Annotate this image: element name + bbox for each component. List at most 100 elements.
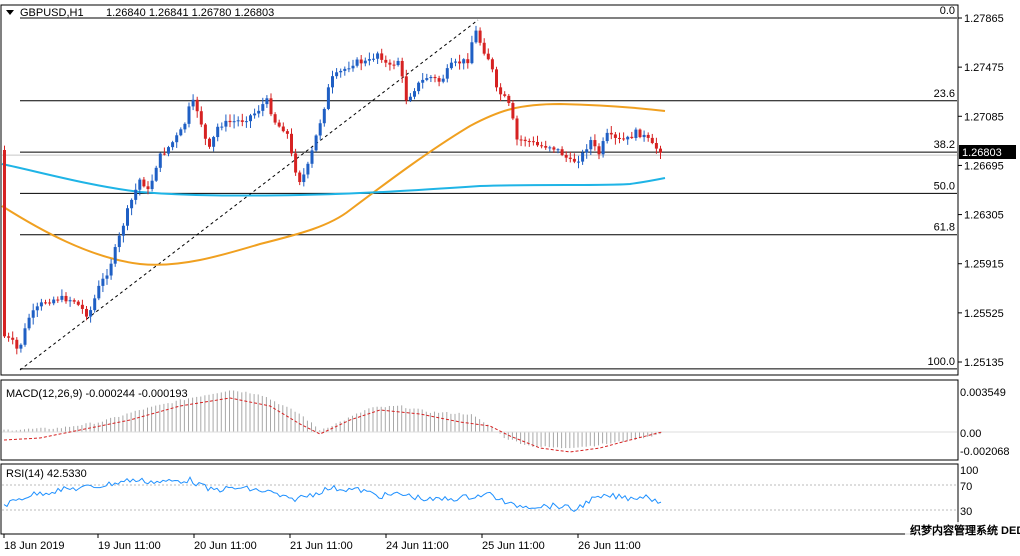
main-chart-panel[interactable]	[0, 4, 959, 376]
candle-body[interactable]	[646, 134, 650, 138]
candle-body[interactable]	[474, 30, 478, 43]
candle-body[interactable]	[15, 339, 19, 349]
candle-body[interactable]	[121, 225, 125, 236]
candle-body[interactable]	[101, 278, 105, 286]
candle-body[interactable]	[208, 138, 211, 147]
candle-body[interactable]	[298, 172, 302, 183]
candle-body[interactable]	[257, 110, 261, 114]
candle-body[interactable]	[548, 147, 552, 149]
candle-body[interactable]	[3, 150, 6, 337]
candle-body[interactable]	[322, 108, 326, 124]
candle-body[interactable]	[109, 263, 113, 276]
candle-body[interactable]	[659, 148, 662, 153]
candle-body[interactable]	[56, 299, 60, 301]
candle-body[interactable]	[191, 99, 195, 107]
candle-body[interactable]	[359, 59, 363, 64]
candle-body[interactable]	[52, 299, 56, 304]
candle-body[interactable]	[331, 76, 334, 88]
candle-body[interactable]	[486, 53, 490, 60]
candle-body[interactable]	[482, 42, 486, 54]
candle-body[interactable]	[277, 122, 281, 127]
candle-body[interactable]	[454, 61, 457, 63]
candle-body[interactable]	[581, 152, 585, 162]
candle-body[interactable]	[499, 87, 503, 95]
candle-body[interactable]	[638, 129, 642, 138]
candle-body[interactable]	[515, 118, 519, 140]
candle-body[interactable]	[113, 247, 117, 264]
candle-body[interactable]	[216, 126, 220, 138]
candle-body[interactable]	[310, 150, 314, 164]
candle-body[interactable]	[162, 153, 166, 155]
candle-body[interactable]	[511, 103, 515, 119]
candle-body[interactable]	[302, 174, 306, 183]
candle-body[interactable]	[572, 158, 576, 162]
candle-body[interactable]	[27, 317, 31, 329]
candle-body[interactable]	[294, 153, 298, 173]
candle-body[interactable]	[593, 140, 597, 147]
candle-body[interactable]	[577, 161, 580, 163]
candle-body[interactable]	[536, 141, 539, 146]
candle-body[interactable]	[642, 134, 646, 138]
candle-body[interactable]	[244, 121, 248, 123]
candle-body[interactable]	[630, 136, 634, 138]
candle-body[interactable]	[281, 126, 285, 132]
candle-body[interactable]	[85, 308, 88, 317]
candle-body[interactable]	[269, 98, 273, 115]
candle-body[interactable]	[48, 302, 52, 304]
candle-body[interactable]	[154, 167, 158, 181]
candle-body[interactable]	[351, 65, 355, 69]
candle-body[interactable]	[544, 145, 548, 148]
candle-body[interactable]	[556, 149, 560, 151]
candle-body[interactable]	[507, 95, 511, 104]
candle-body[interactable]	[392, 64, 396, 66]
candlestick-series[interactable]	[3, 25, 662, 355]
candle-body[interactable]	[290, 133, 293, 154]
candle-body[interactable]	[261, 104, 265, 111]
candle-body[interactable]	[618, 137, 621, 139]
candle-body[interactable]	[552, 147, 556, 150]
candle-body[interactable]	[179, 129, 183, 136]
candle-body[interactable]	[134, 189, 138, 200]
candle-body[interactable]	[462, 59, 466, 64]
candle-body[interactable]	[117, 235, 121, 248]
candle-body[interactable]	[458, 61, 462, 64]
candle-body[interactable]	[605, 132, 609, 142]
candle-body[interactable]	[425, 78, 429, 80]
candle-body[interactable]	[609, 132, 613, 135]
candle-body[interactable]	[265, 98, 269, 105]
candle-body[interactable]	[212, 137, 216, 147]
candle-body[interactable]	[76, 301, 80, 305]
candle-body[interactable]	[470, 42, 474, 64]
candle-body[interactable]	[634, 129, 638, 138]
candle-body[interactable]	[80, 304, 84, 309]
candle-body[interactable]	[318, 123, 322, 136]
candle-body[interactable]	[220, 126, 224, 128]
candle-body[interactable]	[232, 121, 236, 123]
candle-body[interactable]	[421, 79, 425, 83]
candle-body[interactable]	[138, 179, 142, 190]
candle-body[interactable]	[372, 58, 375, 60]
candle-body[interactable]	[478, 30, 482, 43]
candle-body[interactable]	[39, 302, 43, 307]
candle-body[interactable]	[97, 285, 101, 299]
candle-body[interactable]	[589, 140, 593, 150]
candle-body[interactable]	[93, 298, 97, 311]
candle-body[interactable]	[31, 310, 35, 318]
candle-body[interactable]	[167, 147, 170, 154]
candle-body[interactable]	[199, 111, 203, 125]
candle-body[interactable]	[449, 62, 453, 69]
candle-body[interactable]	[613, 134, 617, 138]
candle-body[interactable]	[495, 69, 498, 88]
candle-body[interactable]	[396, 60, 400, 66]
candle-body[interactable]	[388, 62, 392, 65]
candle-body[interactable]	[68, 300, 72, 302]
chart-menu-icon[interactable]	[6, 10, 14, 15]
candle-body[interactable]	[19, 344, 23, 349]
candle-body[interactable]	[380, 53, 384, 60]
candle-body[interactable]	[183, 123, 187, 130]
candle-body[interactable]	[363, 60, 367, 64]
candle-body[interactable]	[404, 76, 408, 101]
candle-body[interactable]	[335, 72, 339, 77]
candle-body[interactable]	[343, 68, 347, 71]
